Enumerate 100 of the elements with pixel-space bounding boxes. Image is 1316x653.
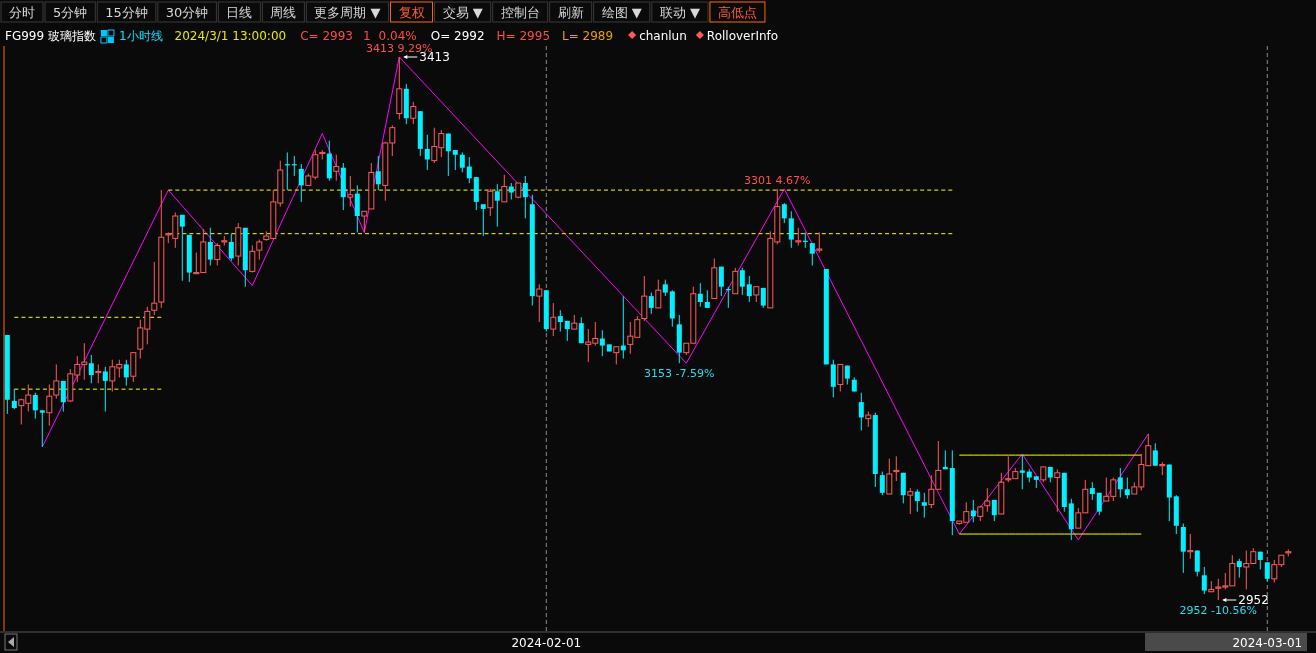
candlestick [151,261,158,316]
candlestick [1152,442,1158,467]
candlestick [424,134,430,171]
text: 交易 ▼ [442,5,483,20]
candlestick [648,292,654,315]
text: O= 2992 [430,29,485,43]
candlestick [655,279,662,309]
candlestick [487,188,494,217]
candlestick [809,242,815,266]
chart-subtitle: 1小时线 [118,29,163,43]
candlestick [1236,558,1242,579]
text: C= 2993 [300,29,353,43]
candlestick [123,359,129,387]
candlestick [550,302,557,337]
candlestick [46,383,53,427]
x-tick-label: 2024-03-01 [1232,636,1303,650]
candlestick [361,210,368,233]
annotation: 2952 -10.56% [1179,604,1257,617]
candlestick [746,275,752,303]
candlestick [1201,566,1207,595]
candlestick [60,380,66,413]
candlestick [1054,468,1061,513]
candlestick [256,239,263,261]
text: 0.04% [378,29,417,43]
candlestick [858,392,864,431]
candlestick [214,242,221,266]
candlestick [781,202,787,224]
candlestick [536,283,543,323]
candlestick [984,487,991,513]
candlestick [53,363,60,400]
text: L= 2989 [562,29,614,43]
candlestick [599,329,605,357]
candlestick [739,267,745,296]
candlestick [88,354,94,384]
candlestick [1117,467,1123,499]
candlestick [207,227,213,266]
candlestick [333,154,340,182]
candlestick [921,492,927,519]
candlestick [1264,561,1270,582]
text: 控制台 [500,5,540,20]
text: 分时 [9,5,35,20]
candlestick [466,156,472,184]
x-tick-label: 2024-02-01 [511,636,582,650]
candlestick [788,210,794,249]
candlestick [970,499,976,523]
candlestick [837,363,844,393]
candlestick [445,133,451,177]
candlestick [816,232,823,254]
annotation: 2952 [1238,593,1269,607]
candlestick [522,175,528,219]
candlestick [697,282,703,308]
text: 更多周期 ▼ [314,5,381,20]
candlestick [102,366,108,413]
text: 2024/3/1 13:00:00 [174,29,287,43]
candlestick [130,352,137,383]
text: 15分钟 [105,5,148,20]
candlestick [347,175,354,208]
candlestick [228,233,234,262]
annotation: 3301 4.67% [744,173,811,187]
candlestick [907,487,914,515]
candlestick [718,266,724,297]
text: H= 2995 [496,29,551,43]
text: RolloverInfo [706,29,779,43]
candlestick [480,203,486,237]
annotation: 3153 -7.59% [644,367,715,381]
candlestick [39,409,45,448]
candlestick [879,471,885,496]
candlestick [886,458,893,495]
candlestick [578,316,584,344]
text: 5分钟 [53,5,88,20]
candlestick [375,155,381,191]
candlestick [249,244,256,274]
candlestick [900,472,906,504]
candlestick [95,363,102,384]
text: 刷新 [557,5,584,20]
candlestick [1019,454,1025,490]
text: 高低点 [717,5,757,20]
text: 绘图 ▼ [601,5,642,20]
candlestick [354,184,360,233]
text: 1 [362,29,371,43]
candlestick [830,359,836,398]
candlestick [459,151,465,173]
candlestick [452,149,458,171]
text: 30分钟 [165,5,209,20]
candlestick [893,455,900,482]
candlestick [732,267,739,295]
candlestick [32,392,38,420]
candlestick [298,163,304,203]
candlestick [641,275,648,322]
candlestick [501,174,508,203]
text: 联动 ▼ [659,5,700,20]
candlestick [914,488,920,513]
candlestick [410,101,417,125]
candlestick [179,214,185,282]
text: 周线 [270,5,297,20]
chart-title: FG999 玻璃指数 [5,29,96,43]
text: 复权 [398,5,425,20]
candlestick [1124,477,1130,500]
text: 日线 [226,5,253,20]
candlestick [11,388,17,410]
